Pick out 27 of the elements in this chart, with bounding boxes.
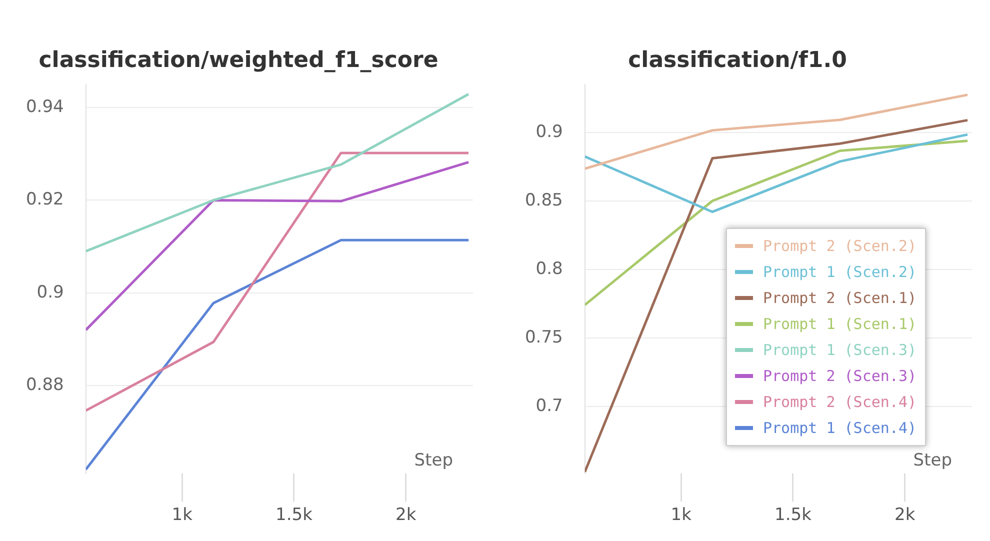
y-tick-label: 0.75 (524, 327, 563, 348)
y-tick-label: 0.8 (536, 258, 563, 279)
x-tick-label: 1k (670, 505, 692, 526)
legend-label: Prompt 1 (Scen.3) (763, 341, 917, 359)
legend-label: Prompt 1 (Scen.1) (763, 315, 917, 333)
x-tick-label: 2k (396, 505, 416, 526)
legend-label: Prompt 2 (Scen.3) (763, 367, 917, 385)
legend-label: Prompt 1 (Scen.4) (763, 419, 917, 437)
legend-label: Prompt 2 (Scen.2) (763, 237, 917, 255)
x-tick-label: 1.5k (774, 505, 812, 526)
legend-label: Prompt 2 (Scen.1) (763, 289, 917, 307)
y-tick-label: 0.92 (26, 190, 64, 210)
y-tick-label: 0.94 (26, 96, 64, 117)
x-axis-title: Step (913, 450, 952, 471)
chart-title: classification/f1.0 (628, 48, 847, 73)
x-tick-label: 1.5k (276, 505, 313, 526)
legend-label: Prompt 2 (Scen.4) (763, 393, 917, 411)
x-axis-title: Step (414, 450, 453, 471)
y-tick-label: 0.88 (26, 374, 64, 395)
y-tick-label: 0.85 (524, 190, 563, 210)
x-tick-label: 1k (172, 505, 193, 526)
y-tick-label: 0.7 (536, 396, 563, 416)
chart-title: classification/weighted_f1_score (38, 48, 438, 73)
x-tick-label: 2k (894, 505, 916, 526)
y-tick-label: 0.9 (36, 282, 64, 302)
legend-label: Prompt 1 (Scen.2) (763, 263, 917, 281)
y-tick-label: 0.9 (536, 122, 563, 142)
